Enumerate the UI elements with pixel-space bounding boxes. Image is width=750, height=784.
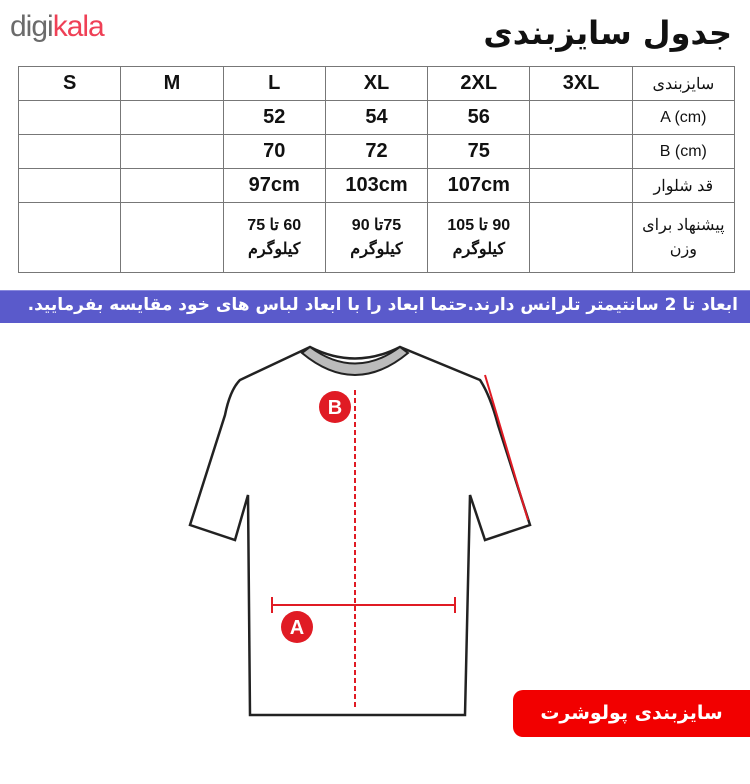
cell: 70: [222, 134, 326, 169]
cell: [17, 168, 122, 203]
cell: 72: [324, 134, 429, 169]
cell: 90 تا 105 کیلوگرم: [427, 202, 531, 273]
tshirt-outline: [188, 345, 532, 717]
sleeve-line: [484, 374, 529, 521]
digikala-logo: digikala: [10, 10, 105, 43]
table-header-row: S M L XL 2XL 3XL سایزبندی: [17, 66, 736, 101]
cell: [120, 168, 224, 203]
marker-a: [281, 611, 313, 643]
cell: [17, 100, 122, 135]
page-title: جدول سایزبندی: [483, 14, 732, 52]
cell: [17, 134, 122, 169]
cell: 107cm: [427, 168, 531, 203]
size-header: L: [222, 66, 326, 101]
size-table: S M L XL 2XL 3XL سایزبندی 52 54 56 A (cm) 7…: [17, 66, 736, 273]
cell: [17, 202, 122, 273]
cell: 56: [427, 100, 531, 135]
table-row: 52 54 56 A (cm): [17, 100, 736, 135]
tolerance-notice: ابعاد تا 2 سانتیمتر تلرانس دارند.حتما اب…: [0, 290, 750, 323]
table-row: 70 72 75 B (cm): [17, 134, 736, 169]
size-header: S: [17, 66, 122, 101]
cell: 75: [427, 134, 531, 169]
row-label: سایزبندی: [631, 66, 736, 101]
size-header: XL: [324, 66, 429, 101]
cell: 97cm: [222, 168, 326, 203]
size-header: 3XL: [529, 66, 633, 101]
product-size-badge: سایزبندی پولوشرت جودون: [513, 690, 750, 771]
collar: [300, 345, 410, 376]
cell: [120, 202, 224, 273]
tshirt-diagram: B A: [188, 345, 532, 717]
row-label: قد شلوار: [631, 168, 736, 203]
row-label: A (cm): [631, 100, 736, 135]
size-header: M: [120, 66, 224, 101]
cell: 103cm: [324, 168, 429, 203]
size-header: 2XL: [427, 66, 531, 101]
cell: 52: [222, 100, 326, 135]
table-row: 97cm 103cm 107cm قد شلوار: [17, 168, 736, 203]
row-label: B (cm): [631, 134, 736, 169]
cell: 54: [324, 100, 429, 135]
cell: [529, 202, 633, 273]
cell: 75تا 90 کیلوگرم: [324, 202, 429, 273]
marker-a-label: A: [290, 617, 304, 639]
marker-b-label: B: [328, 397, 342, 419]
cell: [120, 100, 224, 135]
cell: [529, 100, 633, 135]
cell: [120, 134, 224, 169]
cell: [529, 168, 633, 203]
row-label: پیشنهاد برای وزن: [631, 202, 736, 273]
marker-b: [319, 391, 351, 423]
cell: 60 تا 75 کیلوگرم: [222, 202, 326, 273]
table-row: 60 تا 75 کیلوگرم 75تا 90 کیلوگرم 90 تا 105…: [17, 202, 736, 273]
cell: [529, 134, 633, 169]
